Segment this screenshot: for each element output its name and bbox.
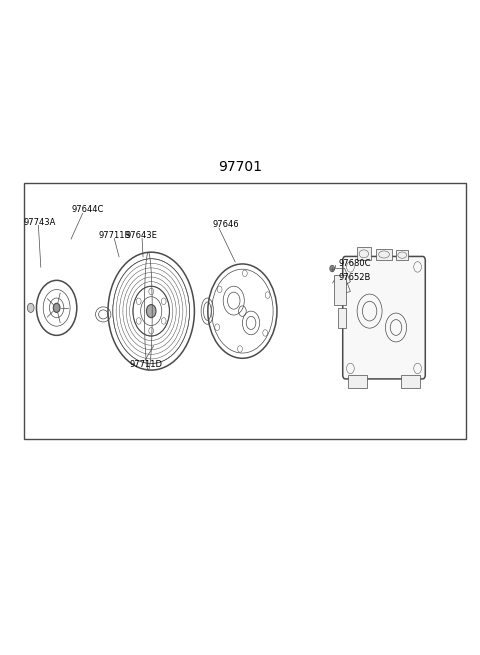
Circle shape bbox=[146, 305, 156, 318]
Text: 97711D: 97711D bbox=[130, 360, 163, 369]
Text: 97643E: 97643E bbox=[126, 231, 157, 240]
Bar bbox=[338, 308, 346, 328]
Circle shape bbox=[330, 265, 335, 272]
Circle shape bbox=[27, 303, 34, 312]
Text: 97743A: 97743A bbox=[23, 218, 55, 227]
Text: 97652B: 97652B bbox=[338, 273, 371, 282]
Circle shape bbox=[53, 303, 60, 312]
Text: 97646: 97646 bbox=[212, 219, 239, 229]
Bar bbox=[357, 247, 371, 260]
Bar bbox=[396, 250, 408, 260]
Bar bbox=[348, 375, 367, 388]
Text: 97680C: 97680C bbox=[338, 259, 371, 268]
Bar bbox=[376, 248, 392, 260]
Text: 97644C: 97644C bbox=[71, 205, 103, 214]
Bar bbox=[24, 183, 466, 439]
Bar bbox=[401, 375, 420, 388]
FancyBboxPatch shape bbox=[343, 256, 425, 379]
Bar bbox=[334, 275, 346, 305]
Text: 97701: 97701 bbox=[218, 160, 262, 174]
Text: 97711B: 97711B bbox=[98, 231, 131, 240]
